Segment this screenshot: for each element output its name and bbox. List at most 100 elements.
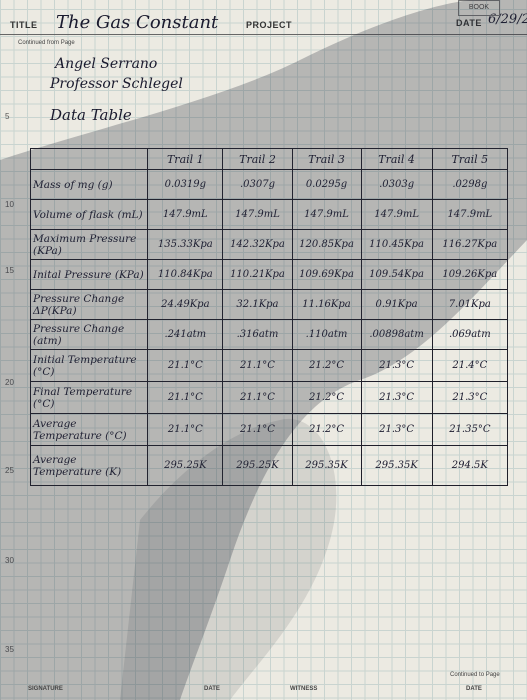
professor-name: Professor Schlegel — [50, 76, 183, 92]
row-label: Pressure Change (atm) — [29, 319, 149, 350]
signature-label: SIGNATURE — [28, 686, 63, 692]
table-cell: .241atm — [147, 319, 224, 350]
table-cell: 21.1°C — [222, 413, 293, 446]
table-cell: 21.2°C — [291, 349, 362, 382]
table-row: Initial Temperature (°C) 21.1°C 21.1°C 2… — [29, 349, 509, 382]
table-cell: 21.3°C — [360, 381, 433, 414]
column-header: Trail 3 — [291, 148, 362, 170]
book-box: BOOK — [458, 0, 500, 16]
table-cell: 109.26Kpa — [431, 259, 509, 290]
table-header-row: Trail 1 Trail 2 Trail 3 Trail 4 Trail 5 — [29, 148, 509, 170]
table-row: Maximum Pressure (KPa) 135.33Kpa 142.32K… — [29, 229, 509, 260]
table-cell: .110atm — [291, 319, 362, 350]
date-footer-label-2: DATE — [466, 686, 482, 692]
margin-number: 15 — [5, 266, 14, 275]
table-cell: 110.21Kpa — [222, 259, 293, 290]
table-cell: .0303g — [360, 169, 433, 200]
project-label: PROJECT — [246, 20, 293, 30]
table-cell: 21.3°C — [431, 381, 509, 414]
table-cell: .0298g — [431, 169, 509, 200]
table-cell: 147.9mL — [147, 199, 224, 230]
table-cell: 110.84Kpa — [147, 259, 224, 290]
section-title: Data Table — [50, 106, 132, 124]
table-row: Pressure Change ΔP(KPa) 24.49Kpa 32.1Kpa… — [29, 289, 509, 320]
table-cell: 0.0319g — [147, 169, 224, 200]
table-cell: 21.1°C — [222, 349, 293, 382]
table-cell: 21.2°C — [291, 413, 362, 446]
data-table: Trail 1 Trail 2 Trail 3 Trail 4 Trail 5 … — [29, 148, 509, 486]
table-cell: .0307g — [222, 169, 293, 200]
table-cell: 147.9mL — [360, 199, 433, 230]
row-label: Average Temperature (°C) — [29, 413, 149, 446]
table-cell: 109.54Kpa — [360, 259, 433, 290]
table-cell: 295.25K — [147, 445, 224, 486]
continued-to: Continued to Page — [450, 672, 500, 678]
table-cell: 32.1Kpa — [222, 289, 293, 320]
table-cell: .069atm — [431, 319, 509, 350]
student-name: Angel Serrano — [55, 56, 158, 72]
row-label: Mass of mg (g) — [29, 169, 149, 200]
table-cell: 21.3°C — [360, 413, 433, 446]
margin-number: 25 — [5, 466, 14, 475]
title-value: The Gas Constant — [56, 12, 219, 33]
row-label: Initial Temperature (°C) — [29, 349, 149, 382]
witness-label: WITNESS — [290, 686, 318, 692]
row-label: Inital Pressure (KPa) — [29, 259, 149, 290]
date-label: DATE — [456, 18, 482, 28]
row-label: Pressure Change ΔP(KPa) — [29, 289, 149, 320]
table-cell: 0.91Kpa — [360, 289, 433, 320]
table-row: Mass of mg (g) 0.0319g .0307g 0.0295g .0… — [29, 169, 509, 200]
table-cell: 21.1°C — [147, 381, 224, 414]
table-cell: .00898atm — [360, 319, 433, 350]
continued-from: Continued from Page — [18, 40, 75, 46]
table-cell: 295.25K — [222, 445, 293, 486]
table-cell: 295.35K — [360, 445, 433, 486]
table-row: Average Temperature (K) 295.25K 295.25K … — [29, 445, 509, 486]
table-cell: 7.01Kpa — [431, 289, 509, 320]
row-label: Volume of flask (mL) — [29, 199, 149, 230]
table-row: Final Temperature (°C) 21.1°C 21.1°C 21.… — [29, 381, 509, 414]
title-label: TITLE — [10, 20, 38, 30]
row-label: Average Temperature (K) — [29, 445, 149, 486]
table-cell: 116.27Kpa — [431, 229, 509, 260]
header-rule — [0, 34, 527, 35]
column-header: Trail 5 — [431, 148, 509, 170]
table-row: Average Temperature (°C) 21.1°C 21.1°C 2… — [29, 413, 509, 446]
margin-number: 35 — [5, 645, 14, 654]
column-header: Trail 1 — [147, 148, 224, 170]
column-header: Trail 2 — [222, 148, 293, 170]
row-label: Maximum Pressure (KPa) — [29, 229, 149, 260]
table-cell: 135.33Kpa — [147, 229, 224, 260]
table-cell: 21.1°C — [147, 349, 224, 382]
table-cell: 21.1°C — [222, 381, 293, 414]
column-header — [29, 148, 149, 170]
table-cell: 21.3°C — [360, 349, 433, 382]
table-cell: 24.49Kpa — [147, 289, 224, 320]
book-label: BOOK — [468, 4, 490, 11]
table-cell: 147.9mL — [431, 199, 509, 230]
row-label: Final Temperature (°C) — [29, 381, 149, 414]
table-row: Inital Pressure (KPa) 110.84Kpa 110.21Kp… — [29, 259, 509, 290]
table-cell: .316atm — [222, 319, 293, 350]
table-cell: 11.16Kpa — [291, 289, 362, 320]
margin-number: 5 — [5, 112, 10, 121]
margin-number: 20 — [5, 378, 14, 387]
table-cell: 142.32Kpa — [222, 229, 293, 260]
table-cell: 21.1°C — [147, 413, 224, 446]
table-cell: 147.9mL — [291, 199, 362, 230]
table-row: Volume of flask (mL) 147.9mL 147.9mL 147… — [29, 199, 509, 230]
table-row: Pressure Change (atm) .241atm .316atm .1… — [29, 319, 509, 350]
table-cell: 21.35°C — [431, 413, 509, 446]
table-cell: 109.69Kpa — [291, 259, 362, 290]
margin-number: 10 — [5, 200, 14, 209]
table-cell: 147.9mL — [222, 199, 293, 230]
table-cell: 110.45Kpa — [360, 229, 433, 260]
table-cell: 21.2°C — [291, 381, 362, 414]
table-cell: 294.5K — [431, 445, 509, 486]
table-cell: 21.4°C — [431, 349, 509, 382]
margin-number: 30 — [5, 556, 14, 565]
column-header: Trail 4 — [360, 148, 433, 170]
date-footer-label: DATE — [204, 686, 220, 692]
table-cell: 120.85Kpa — [291, 229, 362, 260]
table-cell: 295.35K — [291, 445, 362, 486]
